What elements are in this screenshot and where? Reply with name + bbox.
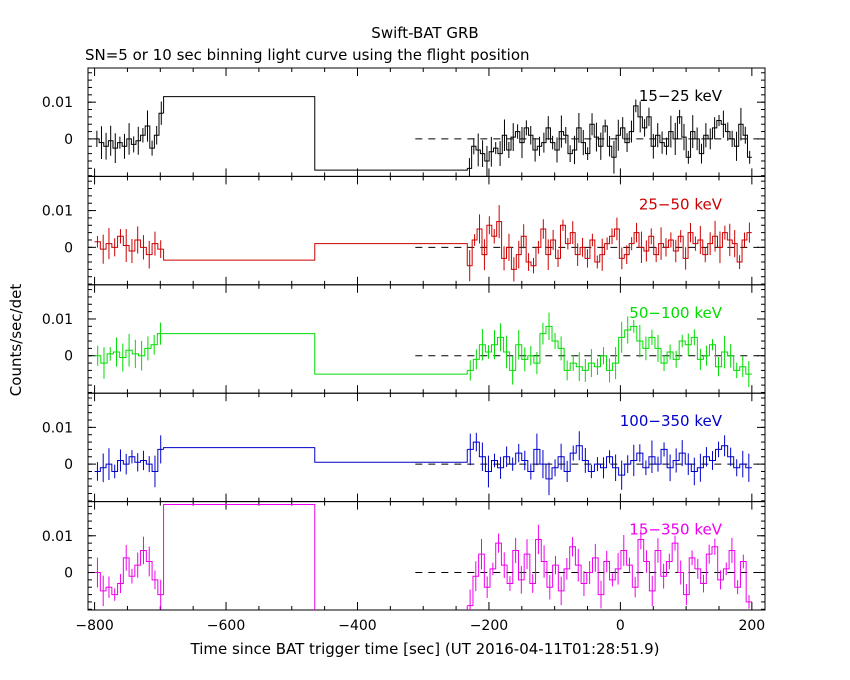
series-3 xyxy=(94,312,752,388)
x-tick-label: −200 xyxy=(470,618,508,634)
series-4 xyxy=(94,431,752,496)
late-light-curve xyxy=(467,221,752,270)
panel-1: 0 0.01 15−25 keV xyxy=(42,67,766,177)
early-light-curve xyxy=(94,333,164,364)
band-label: 15−350 keV xyxy=(629,521,722,539)
panel-frame xyxy=(87,175,766,286)
x-tick-label: 0 xyxy=(616,618,625,634)
early-light-curve xyxy=(94,235,164,256)
panel-frame xyxy=(87,284,766,394)
panel-5: 0 0.01 15−350 keV xyxy=(42,501,766,611)
panel-frame xyxy=(87,501,766,611)
early-light-curve xyxy=(94,549,164,596)
y-tick-label: 0.01 xyxy=(42,312,73,328)
late-light-curve xyxy=(467,105,752,169)
chart-title: Swift-BAT GRB xyxy=(371,24,478,42)
y-tick-label: 0.01 xyxy=(42,529,73,545)
y-tick-label: 0 xyxy=(64,457,73,473)
panel-4: 0 0.01 100−350 keV xyxy=(42,392,766,503)
y-axis-label: Counts/sec/det xyxy=(7,284,25,397)
x-tick-label: −800 xyxy=(75,618,113,634)
wide-bin-curve xyxy=(163,504,468,611)
y-tick-label: 0 xyxy=(64,349,73,365)
y-tick-label: 0.01 xyxy=(42,420,73,436)
panel-3: 0 0.01 50−100 keV xyxy=(42,284,766,394)
panel-frame xyxy=(87,67,766,177)
x-tick-label: −600 xyxy=(207,618,245,634)
y-tick-label: 0 xyxy=(64,566,73,582)
chart-subtitle: SN=5 or 10 sec binning light curve using… xyxy=(85,46,530,64)
late-light-curve xyxy=(467,441,752,480)
band-label: 50−100 keV xyxy=(629,304,722,322)
band-label: 25−50 keV xyxy=(639,195,723,213)
panels-group: 0 0.01 15−25 keV 0 0.01 25−50 keV 0 0.01 50−100 … xyxy=(42,67,766,634)
x-axis-label: Time since BAT trigger time [sec] (UT 20… xyxy=(190,640,660,658)
x-tick-label: −400 xyxy=(338,618,376,634)
panel-2: 0 0.01 25−50 keV xyxy=(42,175,766,286)
wide-bin-curve xyxy=(163,447,468,463)
band-label: 100−350 keV xyxy=(620,412,723,430)
wide-bin-curve xyxy=(163,243,468,266)
series-2 xyxy=(94,205,752,282)
y-tick-label: 0 xyxy=(64,240,73,256)
early-light-curve xyxy=(94,112,164,149)
wide-bin-curve xyxy=(163,333,468,375)
series-1 xyxy=(94,96,752,177)
series-5 xyxy=(94,504,752,611)
wide-bin-curve xyxy=(163,96,468,171)
late-light-curve xyxy=(467,538,752,607)
y-tick-label: 0 xyxy=(64,132,73,148)
early-light-curve xyxy=(94,448,164,472)
x-tick-label: 200 xyxy=(738,618,765,634)
y-tick-label: 0.01 xyxy=(42,95,73,111)
band-label: 15−25 keV xyxy=(639,87,723,105)
late-light-curve xyxy=(467,325,752,375)
y-tick-label: 0.01 xyxy=(42,204,73,220)
